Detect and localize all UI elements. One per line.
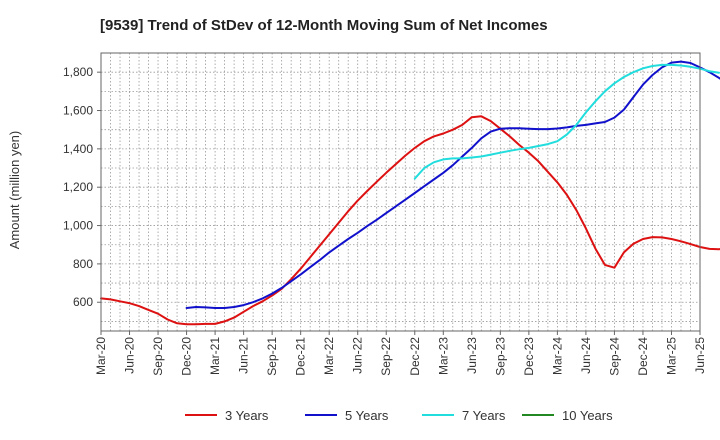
- x-tick-label: Mar-25: [664, 337, 678, 375]
- x-tick-label: Sep-24: [607, 337, 621, 376]
- x-tick-label: Dec-22: [408, 337, 422, 376]
- x-tick-label: Dec-24: [636, 337, 650, 376]
- x-tick-label: Jun-24: [579, 337, 593, 374]
- chart-title: [9539] Trend of StDev of 12-Month Moving…: [100, 17, 548, 34]
- x-tick-label: Dec-21: [294, 337, 308, 376]
- x-tick-label: Sep-22: [379, 337, 393, 376]
- legend-label-5-years: 5 Years: [345, 408, 389, 423]
- x-tick-label: Dec-23: [522, 337, 536, 376]
- series-line-3-years: [100, 115, 720, 326]
- x-tick-label: Jun-23: [465, 337, 479, 374]
- y-tick-label: 1,000: [63, 219, 93, 233]
- x-tick-label: Sep-20: [151, 337, 165, 376]
- x-tick-label: Sep-23: [493, 337, 507, 376]
- y-tick-label: 600: [73, 295, 93, 309]
- x-tick-label: Sep-21: [265, 337, 279, 376]
- x-tick-label: Mar-24: [550, 337, 564, 375]
- legend-label-10-years: 10 Years: [562, 408, 613, 423]
- y-tick-labels: 600 800 1,000 1,200 1,400 1,600 1,800: [63, 65, 101, 309]
- legend: 3 Years 5 Years 7 Years 10 Years: [185, 408, 613, 423]
- y-tick-label: 800: [73, 257, 93, 271]
- x-tick-labels: Mar-20 Jun-20 Sep-20 Dec-20 Mar-21 Jun-21 Sep-…: [94, 331, 707, 376]
- x-tick-label: Mar-20: [94, 337, 108, 375]
- y-tick-label: 1,400: [63, 142, 93, 156]
- legend-label-3-years: 3 Years: [225, 408, 269, 423]
- series-line-5-years: [185, 60, 720, 309]
- plot-background: [101, 53, 700, 331]
- x-tick-label: Jun-20: [123, 337, 137, 374]
- x-tick-label: Mar-22: [322, 337, 336, 375]
- x-tick-label: Jun-21: [237, 337, 251, 374]
- y-tick-label: 1,600: [63, 104, 93, 118]
- legend-label-7-years: 7 Years: [462, 408, 506, 423]
- y-tick-label: 1,800: [63, 65, 93, 79]
- x-tick-label: Dec-20: [180, 337, 194, 376]
- series-line-7-years: [413, 63, 720, 180]
- plot-frame: [100, 52, 701, 332]
- series-lines: [100, 60, 720, 326]
- x-tick-label: Mar-23: [436, 337, 450, 375]
- y-tick-label: 1,200: [63, 180, 93, 194]
- x-tick-label: Jun-25: [693, 337, 707, 374]
- x-tick-label: Mar-21: [208, 337, 222, 375]
- y-axis-label: Amount (million yen): [7, 131, 22, 250]
- grid: [101, 53, 700, 331]
- x-tick-label: Jun-22: [351, 337, 365, 374]
